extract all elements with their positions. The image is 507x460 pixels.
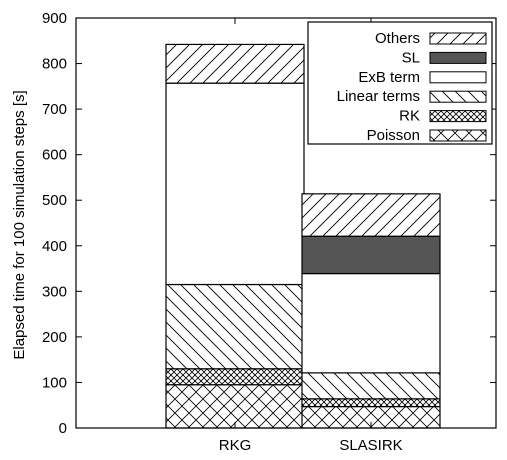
legend-swatch xyxy=(429,129,487,142)
y-tick-label: 800 xyxy=(42,56,67,73)
legend-label: RK xyxy=(399,108,420,125)
legend-label: Others xyxy=(375,30,420,47)
y-tick-label: 500 xyxy=(42,192,67,209)
legend-label: ExB term xyxy=(358,69,420,86)
bar-segment-slasirk-exb-term xyxy=(301,272,441,374)
bar-segment-rkg-linear-terms xyxy=(165,283,305,370)
legend-swatch xyxy=(429,110,487,123)
y-tick-label: 400 xyxy=(42,238,67,255)
axes-layer: 0 100 200 300 400 500 600 700 800 900 RKG SLASIRK xyxy=(42,10,497,454)
bar-segment-slasirk-sl xyxy=(301,235,441,275)
bar-segment-slasirk-linear-terms xyxy=(301,372,441,400)
y-tick-label: 600 xyxy=(42,147,67,164)
y-axis-label: Elapsed time for 100 simulation steps [s… xyxy=(11,90,28,359)
legend-label: Poisson xyxy=(367,127,420,144)
y-tick-label: 100 xyxy=(42,374,67,391)
bar-segment-rkg-others xyxy=(165,43,305,84)
legend-swatch xyxy=(429,71,487,84)
bars-layer xyxy=(165,43,441,429)
bar-segment-slasirk-others xyxy=(301,193,441,237)
legend-swatch xyxy=(429,51,487,64)
bar-segment-rkg-poisson xyxy=(165,384,305,429)
y-tick-label: 200 xyxy=(42,329,67,346)
bar-segment-rkg-exb-term xyxy=(165,82,305,286)
y-tick-label: 700 xyxy=(42,101,67,118)
y-tick-label: 0 xyxy=(59,420,67,437)
legend: Others SL ExB term Linear terms RK Poisson xyxy=(307,21,493,145)
legend-label: SL xyxy=(402,49,420,66)
bar-segment-slasirk-rk xyxy=(301,398,441,408)
y-tick-label: 300 xyxy=(42,283,67,300)
legend-label: Linear terms xyxy=(337,88,420,105)
bar-segment-rkg-rk xyxy=(165,368,305,386)
y-tick-label: 900 xyxy=(42,10,67,27)
x-tick-label: RKG xyxy=(219,437,252,454)
plot-frame xyxy=(75,17,497,429)
legend-swatch xyxy=(429,90,487,103)
legend-swatch xyxy=(429,32,487,45)
x-tick-label: SLASIRK xyxy=(339,437,402,454)
